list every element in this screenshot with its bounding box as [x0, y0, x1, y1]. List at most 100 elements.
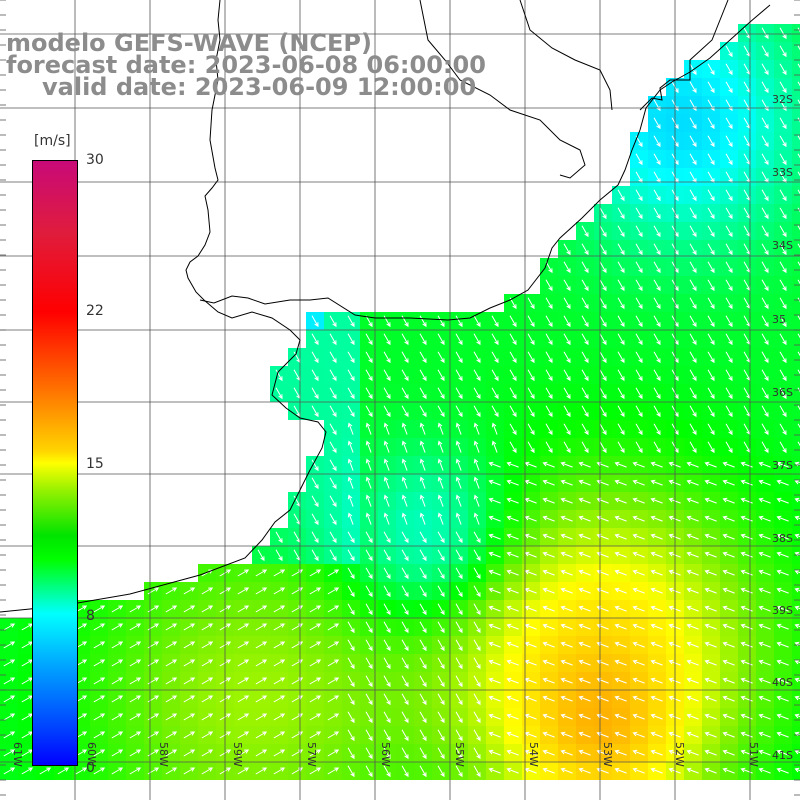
wind-arrow: [291, 569, 304, 577]
wind-arrow: [650, 551, 663, 558]
wind-arrow: [509, 441, 517, 454]
wind-arrow: [563, 279, 571, 292]
wind-arrow: [617, 369, 625, 382]
wind-arrow: [689, 423, 697, 436]
wind-arrow: [347, 422, 354, 435]
wind-arrow: [509, 351, 517, 364]
wind-arrow: [311, 477, 319, 490]
wind-cell: [792, 294, 800, 312]
wind-arrow: [776, 515, 789, 522]
wind-arrow: [509, 333, 517, 346]
wind-arrow: [491, 422, 498, 435]
wind-arrow: [761, 423, 769, 436]
wind-arrow: [437, 422, 444, 435]
wind-arrow: [707, 333, 715, 346]
wind-arrow: [599, 441, 607, 454]
wind-cell: [792, 564, 800, 582]
wind-arrow: [347, 333, 355, 346]
wind-arrow: [599, 351, 607, 364]
wind-arrow: [455, 333, 463, 346]
wind-arrow: [725, 189, 733, 202]
wind-arrow: [653, 351, 661, 364]
wind-arrow: [563, 387, 571, 400]
wind-arrow: [365, 531, 373, 544]
wind-arrow: [311, 495, 319, 508]
wind-arrow: [419, 387, 427, 400]
wind-arrow: [689, 315, 697, 328]
wind-arrow: [327, 569, 340, 577]
wind-cell: [792, 582, 800, 600]
wind-cell: [792, 312, 800, 330]
wind-arrow: [473, 405, 481, 418]
wind-arrow: [599, 333, 607, 346]
wind-arrow: [635, 297, 643, 310]
wind-arrow: [707, 225, 715, 238]
wind-arrow: [740, 497, 753, 504]
colorbar-tick-30: 30: [86, 152, 104, 168]
wind-cell: [792, 78, 800, 96]
wind-arrow: [527, 369, 535, 382]
wind-arrow: [383, 369, 391, 382]
wind-arrow: [761, 441, 769, 454]
wind-arrow: [653, 315, 661, 328]
wind-arrow: [545, 333, 553, 346]
wind-arrow: [686, 551, 699, 558]
wind-arrow: [635, 333, 643, 346]
wind-arrow: [635, 369, 643, 382]
wind-arrow: [707, 405, 715, 418]
wind-arrow: [491, 387, 499, 400]
wind-arrow: [707, 63, 715, 76]
wind-cell: [792, 150, 800, 168]
wind-arrow: [725, 135, 733, 148]
wind-arrow: [329, 423, 337, 436]
wind-arrow: [704, 461, 717, 468]
wind-arrow: [617, 333, 625, 346]
wind-arrow: [653, 189, 661, 202]
wind-arrow: [740, 551, 753, 558]
wind-arrow: [707, 351, 715, 364]
wind-arrow: [437, 494, 444, 507]
wind-arrow: [635, 225, 643, 238]
wind-arrow: [725, 225, 733, 238]
wind-arrow: [653, 243, 661, 256]
wind-arrow: [725, 45, 733, 58]
wind-arrow: [419, 549, 427, 562]
wind-arrow: [776, 533, 789, 540]
wind-arrow: [725, 261, 733, 274]
wind-arrow: [545, 279, 553, 292]
wind-arrow: [761, 117, 769, 130]
wind-cell: [792, 24, 800, 42]
wind-arrow: [614, 479, 627, 486]
wind-arrow: [563, 315, 571, 328]
wind-arrow: [779, 441, 787, 454]
wind-arrow: [797, 351, 800, 357]
wind-arrow: [383, 458, 390, 471]
wind-arrow: [419, 494, 426, 507]
wind-arrow: [707, 207, 715, 220]
wind-arrow: [311, 513, 319, 526]
wind-arrow: [653, 99, 661, 112]
wind-arrow: [725, 243, 733, 256]
wind-arrow: [797, 153, 800, 159]
wind-arrow: [797, 297, 800, 303]
lon-label: 54W: [527, 742, 540, 767]
wind-arrow: [725, 333, 733, 346]
wind-arrow: [365, 440, 372, 453]
wind-arrow: [653, 207, 661, 220]
wind-cell: [792, 420, 800, 438]
wind-arrow: [617, 279, 625, 292]
wind-arrow: [473, 567, 481, 580]
wind-arrow: [779, 333, 787, 346]
wind-arrow: [311, 333, 319, 346]
wind-arrow: [365, 369, 373, 382]
colorbar-unit: [m/s]: [34, 133, 71, 149]
wind-arrow: [635, 261, 643, 274]
wind-arrow: [758, 497, 771, 504]
wind-arrow: [761, 207, 769, 220]
wind-arrow: [545, 405, 553, 418]
wind-arrow: [758, 479, 771, 486]
wind-arrow: [761, 333, 769, 346]
wind-arrow: [401, 422, 408, 435]
wind-arrow: [347, 531, 355, 544]
wind-arrow: [524, 515, 537, 522]
